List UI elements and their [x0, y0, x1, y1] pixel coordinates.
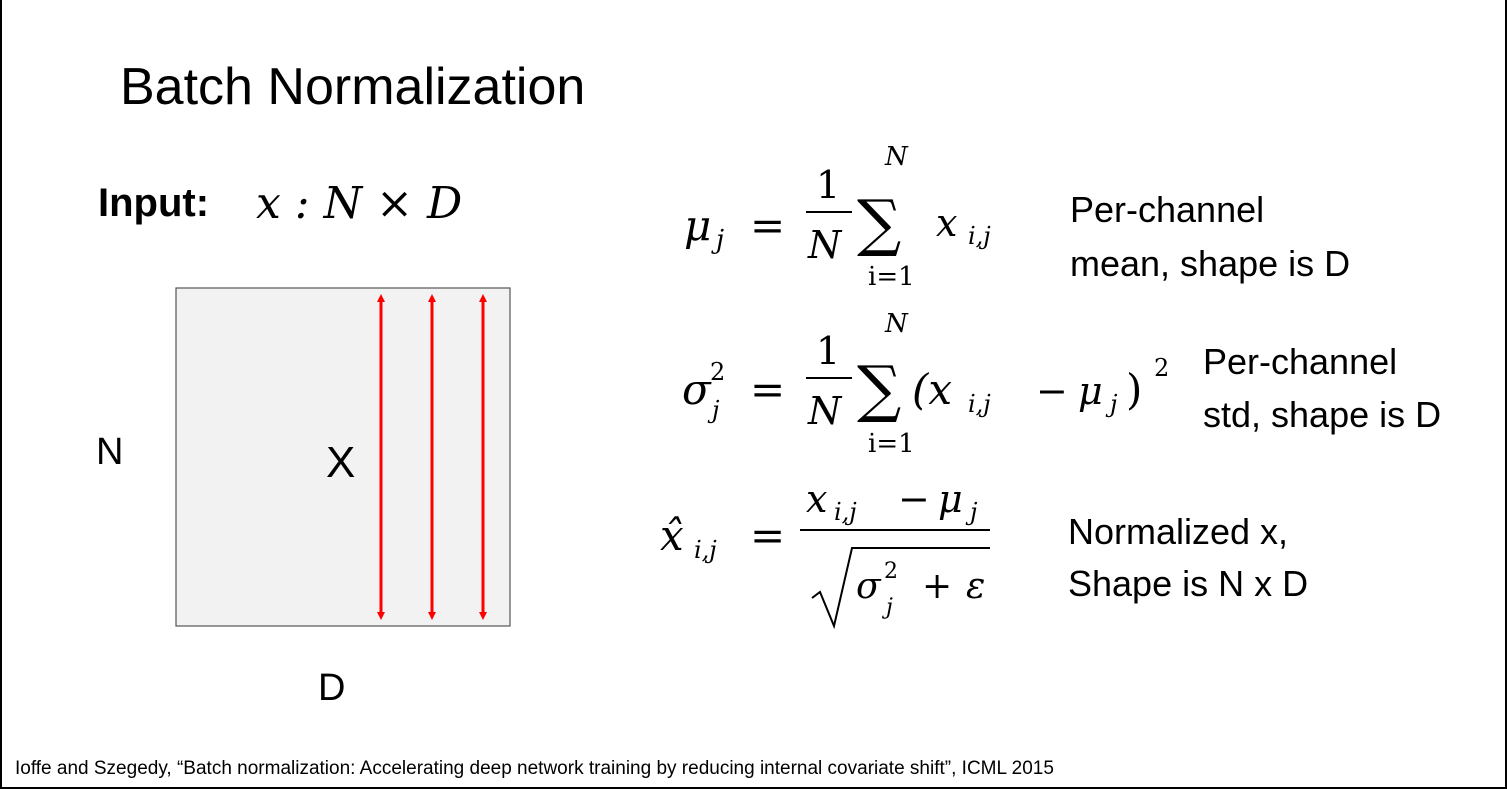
math-part: 2	[1154, 354, 1169, 382]
equation-note: Normalized x,	[1068, 511, 1288, 552]
math-part: N	[884, 142, 909, 172]
math-part: ∑	[857, 352, 901, 425]
math-part: μ	[684, 201, 711, 250]
math-part: i=1	[868, 429, 915, 459]
slide-title: Batch Normalization	[120, 58, 585, 116]
matrix	[175, 287, 511, 627]
math-part: x	[936, 201, 957, 245]
math-part: ε	[966, 566, 985, 607]
math-part: 2	[710, 358, 725, 386]
math-part: =	[750, 365, 785, 414]
math-part: σ	[682, 365, 712, 414]
equation-note: mean, shape is D	[1070, 243, 1350, 284]
col-label: D	[318, 667, 345, 709]
math-part: i,j	[968, 222, 991, 250]
math-part: i,j	[834, 498, 857, 526]
math-part: (x	[912, 365, 952, 414]
equation-note: Per-channel	[1070, 189, 1264, 230]
matrix-label: X	[326, 438, 355, 487]
math-part: σ	[856, 566, 882, 607]
equation-note: std, shape is D	[1203, 394, 1441, 435]
math-part: μ	[938, 477, 963, 521]
math-part: +	[922, 566, 952, 607]
math-part: −	[898, 477, 930, 521]
math-part: 2	[884, 559, 898, 584]
math-part: i=1	[868, 262, 915, 292]
math-part: i,j	[968, 390, 991, 418]
math-part: N	[807, 223, 843, 267]
math-part: μ	[1078, 369, 1103, 413]
math-part: N	[884, 309, 909, 339]
math-part: N	[807, 389, 843, 433]
math-part: ∑	[857, 186, 901, 259]
math-part: x̂	[660, 511, 684, 560]
math-part: 1	[816, 163, 840, 207]
input-expression: x : N × D	[256, 178, 462, 229]
citation: Ioffe and Szegedy, “Batch normalization:…	[15, 758, 1054, 779]
math-part: i,j	[694, 536, 717, 564]
math-part: =	[750, 201, 785, 250]
equation-note: Shape is N x D	[1068, 563, 1308, 604]
math-part: =	[750, 511, 785, 560]
sqrt-sign	[811, 547, 990, 630]
math-part: )	[1126, 365, 1142, 414]
input-label: Input:	[98, 181, 209, 225]
equation-note: Per-channel	[1203, 341, 1397, 382]
row-label: N	[96, 431, 123, 473]
math-part: 1	[816, 329, 840, 373]
math-part: x	[806, 477, 827, 521]
math-part: −	[1036, 369, 1068, 413]
